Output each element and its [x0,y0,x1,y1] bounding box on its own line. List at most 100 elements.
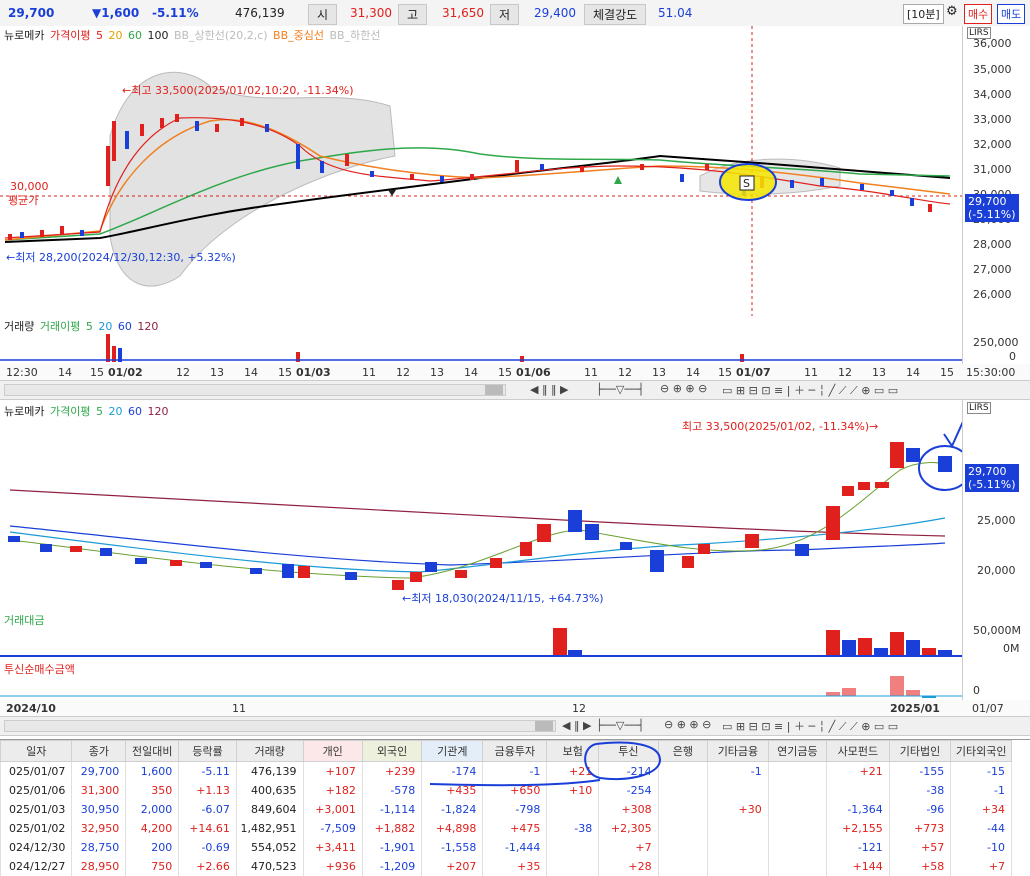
table-cell: +14.61 [178,819,237,838]
current-price: 29,700 [8,6,55,20]
ytick: 36,000 [973,37,1012,50]
chart2-scrollbar[interactable] [4,720,556,732]
xtick: 12:30 [6,366,38,379]
table-cell [767,838,827,857]
current-price-tag: 29,700 (-5.11%) [965,194,1019,222]
table-row[interactable]: 024/12/30 28,750 200 -0.69 554,052 +3,411 -1,9… [0,838,1012,857]
legend-ma20: 20 [108,405,123,418]
col-header[interactable]: 일자 [0,740,73,762]
table-row[interactable]: 025/01/02 32,950 4,200 +14.61 1,482,951 -7,50… [0,819,1012,838]
col-header[interactable]: 등락률 [178,740,237,762]
interval-selector[interactable]: [10분] [903,4,944,24]
xtick: 11 [804,366,818,379]
price-chart-intraday[interactable]: 뉴로메카 가격이평 5 20 60 100 BB_상한선(20,2,c) BB_… [0,26,1030,317]
trust-legend: 투신순매수금액 [4,663,75,676]
trade-amount-chart[interactable]: 거래대금 50,000M 0M [0,608,1030,659]
amount-bars [0,628,962,657]
table-cell: +10 [546,781,600,800]
amount-y-axis: 50,000M 0M [962,608,1030,658]
ytick: 50,000M [973,624,1021,637]
table-cell [767,761,827,781]
table-cell [767,781,827,800]
table-cell: +1,882 [361,819,423,838]
zoom-slider[interactable]: ├──▽──┤ [596,719,645,732]
daily-high-annotation: 최고 33,500(2025/01/02, -11.34%)→ [682,420,878,433]
col-header[interactable]: 기타법인 [888,740,952,762]
scroll-controls-icon[interactable]: ◀ ‖ ▶ [562,719,592,732]
xtick: 01/06 [516,366,551,379]
col-header[interactable]: 보험 [546,740,600,762]
col-header[interactable]: 전일대비 [125,740,180,762]
xtick: 01/03 [296,366,331,379]
chart1-axis-toggle-icon[interactable]: LIRS [967,27,991,39]
open-label: 시 [308,4,338,25]
xtick: 15 [498,366,512,379]
col-header[interactable]: 개인 [302,740,363,762]
trust-bars [0,676,962,698]
chart-tools-icons[interactable]: ▭ ⊞ ⊟ ⊡ ≡ | ＋ ─ ╎ ╱ ⟋ ⟋ ⊕ ▭ ▭ [722,384,899,397]
table-cell: -798 [482,800,548,819]
table-cell: 025/01/02 [0,819,73,838]
table-cell [707,857,769,876]
ytick: 250,000 [973,336,1019,349]
table-cell: -0.69 [178,838,237,857]
down-arrow-icon [388,190,396,196]
volume-chart-intraday[interactable]: 거래량 거래이평 5 20 60 120 250,000 0 [0,316,1030,365]
col-header[interactable]: 외국인 [361,740,423,762]
col-header[interactable]: 기관계 [421,740,484,762]
ytick: 27,000 [973,263,1012,276]
xtick: 14 [58,366,72,379]
table-row[interactable]: 025/01/03 30,950 2,000 -6.07 849,604 +3,001 -1… [0,800,1012,819]
chart2-toolbar: ◀ ‖ ▶ ├──▽──┤ ⊖ ⊕ ⊕ ⊖ ▭ ⊞ ⊟ ⊡ ≡ | ＋ ─ ╎ … [0,716,1030,736]
open-value: 31,300 [350,6,392,20]
table-cell: -7,509 [302,819,363,838]
col-header[interactable]: 기타금융 [707,740,769,762]
table-cell: -214 [598,761,659,781]
ytick: 32,000 [973,138,1012,151]
col-header[interactable]: 기타외국인 [950,740,1012,762]
col-header[interactable]: 투신 [598,740,659,762]
table-cell: -44 [950,819,1012,838]
table-cell [767,857,827,876]
xtick: 15:30:00 [966,366,1016,379]
table-row[interactable]: 025/01/06 31,300 350 +1.13 400,635 +182 -578 +4… [0,781,1012,800]
zoom-slider[interactable]: ├──▽──┤ [596,383,645,396]
trust-netbuy-chart[interactable]: 투신순매수금액 0 [0,658,1030,701]
buy-button[interactable]: 매수 [964,4,993,24]
chart1-legend: 뉴로메카 가격이평 5 20 60 100 BB_상한선(20,2,c) BB_… [4,27,382,43]
col-header[interactable]: 사모펀드 [825,740,890,762]
zoom-controls-icon[interactable]: ⊖ ⊕ ⊕ ⊖ [660,382,708,395]
table-row[interactable]: 025/01/07 29,700 1,600 -5.11 476,139 +107 +239… [0,761,1012,781]
zoom-controls-icon[interactable]: ⊖ ⊕ ⊕ ⊖ [664,718,712,731]
sell-button[interactable]: 매도 [997,4,1026,24]
col-header[interactable]: 거래량 [235,740,304,762]
col-header[interactable]: 종가 [71,740,127,762]
chart1-scrollbar[interactable] [4,384,506,396]
volume-bars [0,334,962,362]
chart2-axis-toggle-icon[interactable]: LIRS [967,402,991,414]
daily-y-axis: LIRS 25,000 20,000 29,700 (-5.11%) [962,400,1030,608]
price-chart-daily[interactable]: 뉴로메카 가격이평 5 20 60 120 [0,400,1030,609]
legend-stock-name: 뉴로메카 [4,29,45,42]
col-header[interactable]: 금융투자 [482,740,548,762]
ytick: 0 [1009,350,1016,363]
settings-gear-icon[interactable]: ⚙ [946,4,958,19]
daily-low-annotation: ←최저 18,030(2024/11/15, +64.73%) [402,592,604,605]
legend-stock-name: 뉴로메카 [4,405,45,418]
table-cell: 849,604 [235,800,304,819]
legend-ma20: 20 [108,29,123,42]
col-header[interactable]: 연기금등 [767,740,827,762]
table-cell: -155 [888,761,952,781]
table-cell: 024/12/30 [0,838,73,857]
scroll-controls-icon[interactable]: ◀ ‖ ‖ ▶ [530,383,569,396]
table-cell: +650 [482,781,548,800]
col-header[interactable]: 은행 [657,740,709,762]
chart-tools-icons[interactable]: ▭ ⊞ ⊟ ⊡ ≡ | ＋ ─ ╎ ╱ ⟋ ⟋ ⊕ ▭ ▭ [722,720,899,733]
table-cell: +435 [421,781,484,800]
daily-price-tag-pct: (-5.11%) [968,478,1016,491]
xtick: 01/07 [972,702,1004,715]
scroll-thumb[interactable] [535,721,553,731]
table-row[interactable]: 024/12/27 28,950 750 +2.66 470,523 +936 -1,209… [0,857,1012,876]
scroll-thumb[interactable] [485,385,503,395]
ytick: 0 [973,684,980,697]
